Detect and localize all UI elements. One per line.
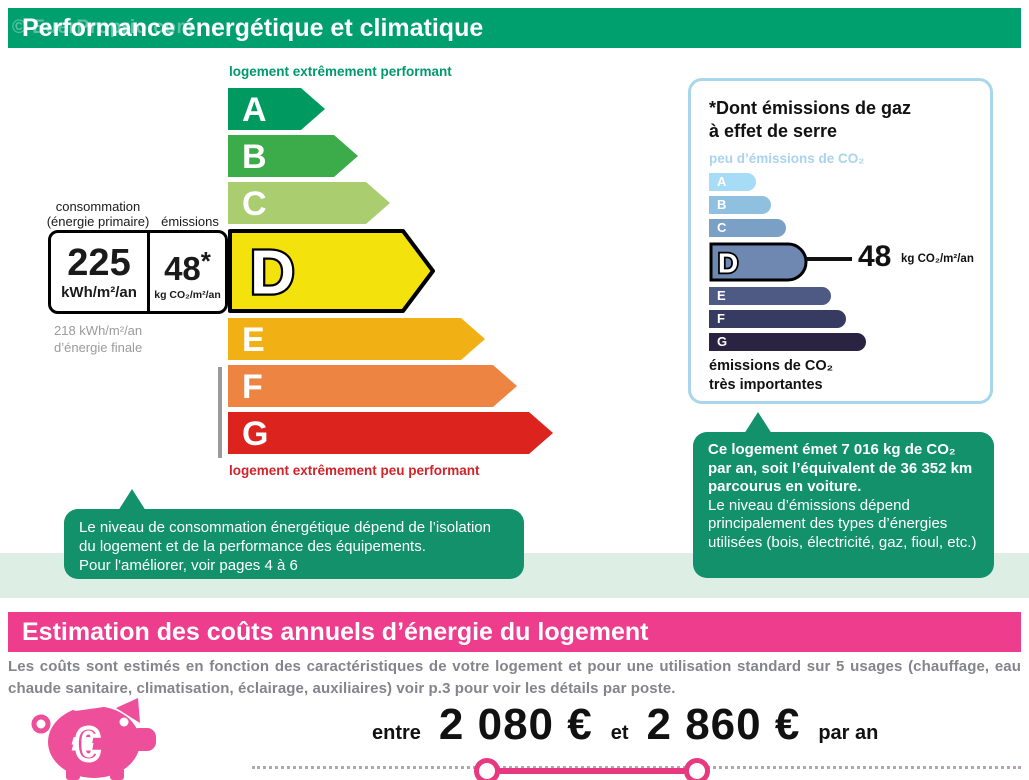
ges-panel: *Dont émissions de gaz à effet de serre … [688,78,993,404]
dpe-arrow-G: G [228,412,553,454]
svg-text:F: F [242,368,263,406]
ges-callout: Ce logement émet 7 016 kg de CO₂ par an,… [693,432,994,578]
svg-text:D: D [718,248,738,279]
costs-section-title: Estimation des coûts annuels d’énergie d… [22,618,649,646]
cost-min: 2 080 € [438,700,593,749]
ges-bar-B: B [709,196,771,214]
ges-value: 48 [858,240,892,273]
cost-scale-dotted-line [252,766,1021,769]
svg-text:G: G [242,415,268,453]
ges-bar-C: C [709,219,786,237]
cost-max: 2 860 € [646,700,801,749]
cost-prefix: entre [372,722,421,744]
svg-text:B: B [242,138,267,176]
ges-bar-A: A [709,173,756,191]
svg-text:D: D [250,239,295,308]
euro-symbol: € [74,718,100,770]
dpe-arrow-A: A [228,88,325,130]
cost-min-marker [474,758,500,780]
ges-bar-F: F [709,310,846,328]
piggy-ear [116,698,140,723]
svg-text:A: A [242,91,267,129]
emissions-value-block: 48* kg CO₂/m²/an [150,233,225,311]
ges-class-row-D: D [709,242,866,282]
final-energy-note: 218 kWh/m²/an d’énergie finale [54,323,143,355]
piggy-snout [130,728,156,751]
cost-suffix: par an [818,722,879,744]
ges-bar-E: E [709,287,831,305]
consumption-value: 225 [67,242,131,284]
annual-cost-range: entre 2 080 € et 2 860 € par an [372,700,878,750]
consumption-unit: kWh/m²/an [61,284,137,301]
svg-text:C: C [242,185,267,223]
dpe-arrow-E: E [228,318,485,360]
emissions-value: 48* [164,246,211,287]
piggy-coin-slot [72,700,106,711]
dpe-class-row-C: C [228,182,553,224]
ges-bar-D: D [709,242,808,282]
energy-callout: Le niveau de consommation énergétique dé… [64,509,524,579]
energy-section-title: Performance énergétique et climatique [22,14,484,42]
dpe-arrow-B: B [228,135,358,177]
cost-range-line [487,768,697,774]
piggy-eye [119,717,129,727]
ges-best-label: peu d’émissions de CO₂ [709,151,865,166]
ges-value-unit: kg CO₂/m²/an [901,253,974,265]
dpe-value-box: 225 kWh/m²/an 48* kg CO₂/m²/an [48,230,228,314]
costs-description: Les coûts sont estimés en fonction des c… [8,658,1021,697]
ges-worst-label: émissions de CO₂ très importantes [709,358,834,393]
watermark: © EuerProprio.com [12,17,194,38]
cost-max-marker [684,758,710,780]
consumption-value-block: 225 kWh/m²/an [51,233,147,311]
energy-section-header: Performance énergétique et climatique © … [8,8,1021,48]
dpe-class-row-A: A [228,88,553,130]
dpe-class-row-B: B [228,135,553,177]
dpe-arrow-C: C [228,182,390,224]
worst-classes-marker [218,367,222,458]
piggy-leg [66,768,80,780]
consumption-label: consommation (énergie primaire) [46,199,150,229]
dpe-worst-label: logement extrêmement peu performant [229,463,480,478]
dpe-class-row-G: G [228,412,553,454]
dpe-class-row-E: E [228,318,553,360]
piggy-leg [110,768,124,780]
emissions-unit: kg CO₂/m²/an [154,289,221,301]
emissions-asterisk: * [200,246,211,276]
value-box-divider [147,233,150,311]
left-callout-pointer [118,489,146,511]
ges-panel-title: *Dont émissions de gaz à effet de serre [709,98,912,141]
ges-callout-pointer [744,412,772,434]
emissions-label: émissions [161,214,219,229]
costs-section-header: Estimation des coûts annuels d’énergie d… [8,612,1021,652]
cost-conjunction: et [610,722,629,744]
dpe-class-row-F: F [228,365,553,407]
svg-text:E: E [242,321,265,359]
dpe-arrow-F: F [228,365,517,407]
ges-value-connector-line [806,257,852,261]
dpe-best-label: logement extrêmement performant [229,64,452,79]
piggy-bank-icon: € [31,698,156,780]
dpe-arrow-D: D [228,229,435,313]
ges-bar-G: G [709,333,866,351]
piggy-body [48,706,140,778]
dpe-class-row-D: D [228,229,553,313]
piggy-tail [31,714,51,734]
